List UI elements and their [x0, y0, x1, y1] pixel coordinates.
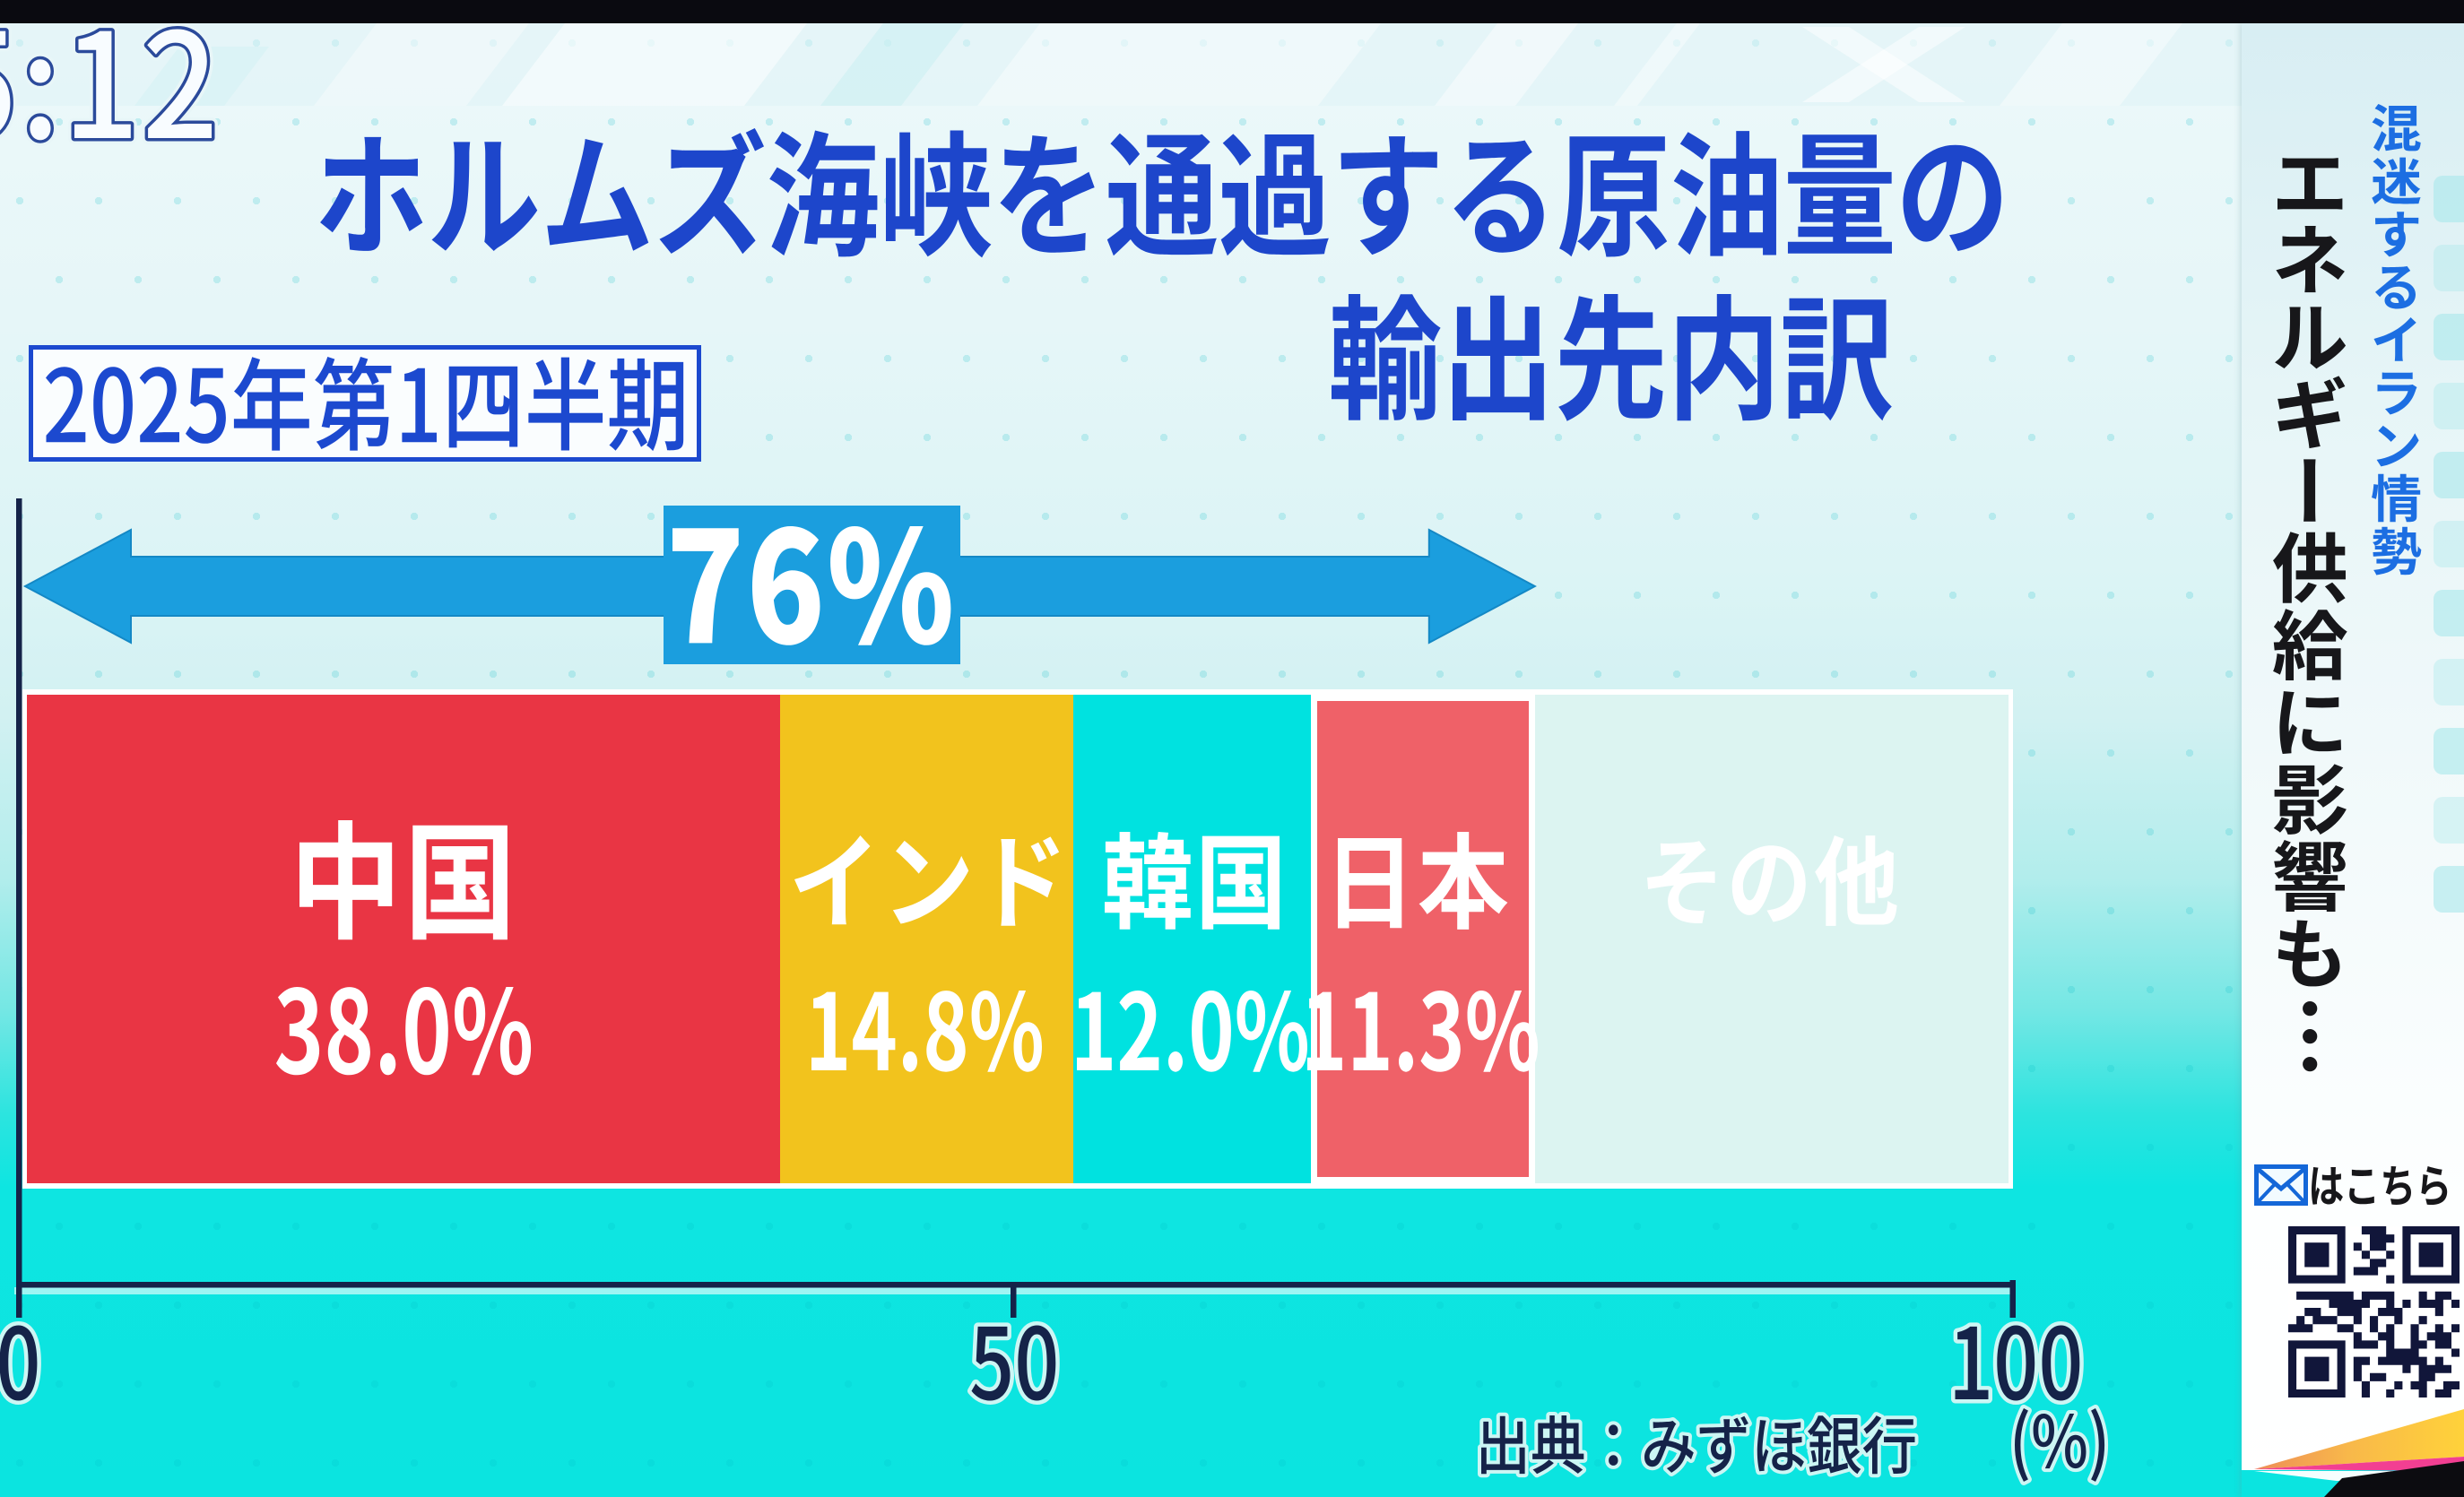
bar-label-japan: 日本 — [1336, 830, 1509, 931]
x-tick-100: 100 — [1949, 1320, 2086, 1406]
bar-segment-korea — [1072, 695, 1312, 1183]
bar-segment-india — [779, 695, 1073, 1183]
top-decoration-band — [0, 23, 2242, 106]
period-label: 2025年第1四半期 — [44, 355, 685, 453]
bar-label-others: その他 — [1645, 834, 1899, 928]
qr-code[interactable] — [2288, 1226, 2460, 1398]
x-tick-50: 50 — [966, 1320, 1062, 1406]
source-label: 出典：みずほ銀行 — [1476, 1410, 1921, 1479]
chart-title-line1: ホルムズ海峡を通過する原油量の — [318, 126, 2003, 259]
bar-segment-others — [1534, 695, 2009, 1183]
bar-value-japan: 11.3% — [1306, 989, 1540, 1074]
sidebar-squares-decoration — [2434, 176, 2464, 913]
bar-segment-japan — [1311, 695, 1535, 1183]
x-tick-0: 0 — [0, 1320, 43, 1406]
envelope-icon — [2254, 1164, 2308, 1206]
corner-branding-decoration — [2242, 1409, 2464, 1497]
x-axis — [14, 498, 2016, 1318]
bar-segment-china — [27, 695, 780, 1183]
bar-label-india: インド — [793, 834, 1061, 928]
x-axis-unit: (%) — [2009, 1403, 2110, 1487]
annotation-label: 76% — [671, 524, 953, 647]
sidebar-topic-tag: 混迷するイラン情勢 — [2370, 102, 2423, 577]
clock: 5:12 — [0, 18, 223, 151]
top-bezel-bar — [0, 0, 2464, 23]
bar-value-korea: 12.0% — [1075, 989, 1309, 1074]
bar-label-china: 中国 — [298, 818, 509, 941]
bar-value-india: 14.8% — [810, 989, 1044, 1074]
sidebar-headline: エネルギー供給に影響も… — [2271, 156, 2349, 1073]
bar-label-korea: 韓国 — [1103, 830, 1281, 931]
bar-value-china: 38.0% — [274, 985, 533, 1077]
mail-label: はこちら — [2310, 1164, 2449, 1207]
chart-title-line2: 輸出先内訳 — [1330, 292, 1894, 423]
